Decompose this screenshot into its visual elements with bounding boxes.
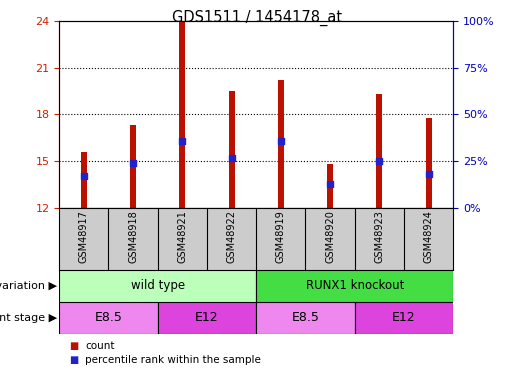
Text: E12: E12 (195, 311, 219, 324)
Text: RUNX1 knockout: RUNX1 knockout (305, 279, 404, 292)
Text: percentile rank within the sample: percentile rank within the sample (85, 355, 261, 365)
Text: genotype/variation ▶: genotype/variation ▶ (0, 281, 57, 291)
Text: GSM48921: GSM48921 (177, 210, 187, 263)
Point (326, 181, 334, 187)
Point (178, 138, 186, 144)
Text: GSM48920: GSM48920 (325, 210, 335, 263)
Text: ■: ■ (70, 355, 79, 365)
Bar (229, 91, 234, 208)
Text: development stage ▶: development stage ▶ (0, 313, 57, 323)
Text: E8.5: E8.5 (291, 311, 319, 324)
Text: wild type: wild type (131, 279, 185, 292)
Bar (59, 270, 256, 302)
Point (277, 138, 285, 144)
Point (129, 160, 137, 166)
Bar (327, 164, 333, 208)
Bar (256, 302, 355, 334)
Text: GSM48919: GSM48919 (276, 210, 286, 263)
Text: E12: E12 (392, 311, 416, 324)
Text: GSM48917: GSM48917 (79, 210, 89, 263)
Point (375, 158, 384, 164)
Bar (278, 80, 284, 208)
Bar (81, 152, 87, 208)
Text: count: count (85, 341, 114, 351)
Text: GSM48923: GSM48923 (374, 210, 384, 263)
Bar (130, 125, 136, 208)
Text: ■: ■ (70, 341, 79, 351)
Bar (355, 302, 453, 334)
Bar (59, 302, 158, 334)
Bar (179, 22, 185, 208)
Text: GSM48918: GSM48918 (128, 210, 138, 263)
Point (80, 173, 88, 179)
Point (228, 154, 236, 160)
Text: GDS1511 / 1454178_at: GDS1511 / 1454178_at (173, 9, 342, 26)
Bar (158, 302, 256, 334)
Text: GSM48922: GSM48922 (227, 210, 236, 263)
Text: E8.5: E8.5 (95, 311, 123, 324)
Bar (376, 94, 382, 208)
Bar (256, 270, 453, 302)
Text: GSM48924: GSM48924 (423, 210, 434, 263)
Point (424, 171, 433, 177)
Bar (425, 117, 432, 208)
